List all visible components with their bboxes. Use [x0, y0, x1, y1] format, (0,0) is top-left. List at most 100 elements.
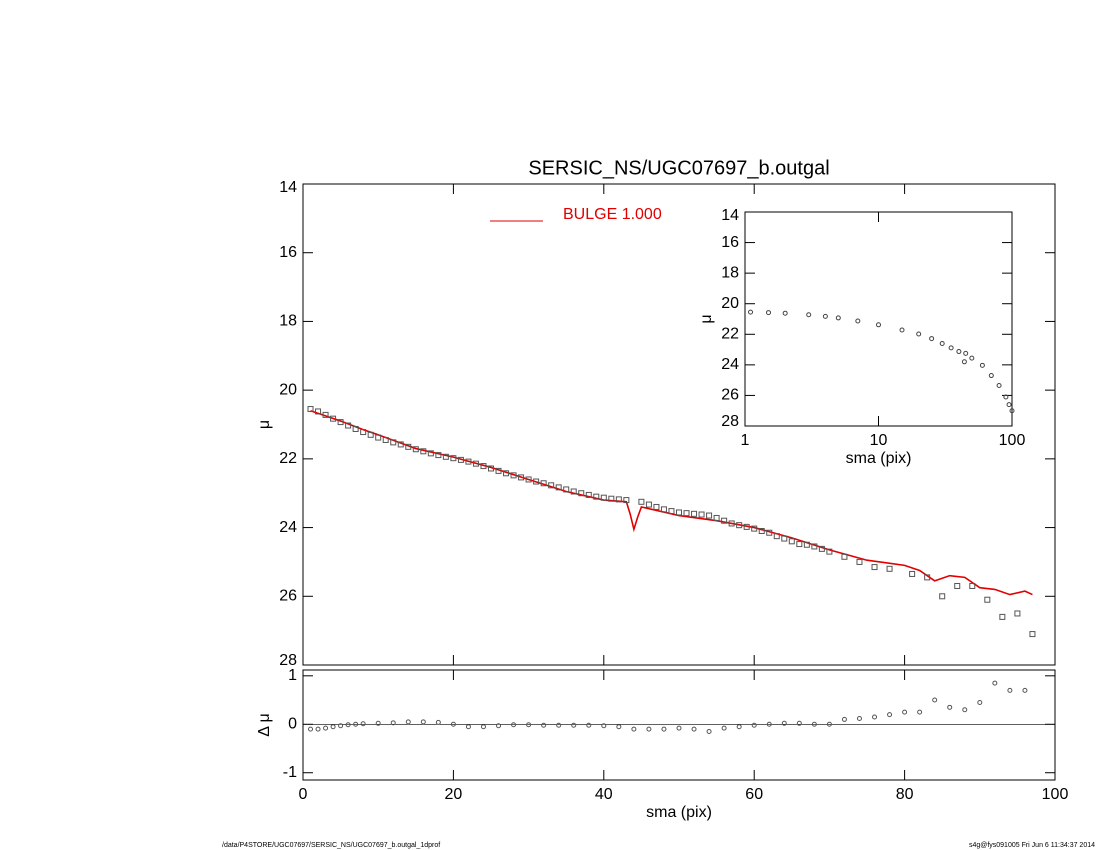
data-point [496, 723, 502, 729]
data-point [480, 724, 486, 730]
y-tick-label: 20 [721, 295, 739, 312]
data-point [887, 712, 893, 718]
data-point [382, 436, 389, 443]
data-point [645, 501, 652, 508]
x-tick-label: 80 [896, 786, 914, 803]
data-point [450, 455, 457, 462]
data-point [706, 729, 712, 735]
data-point [841, 553, 848, 560]
data-point [353, 721, 359, 727]
data-point [766, 529, 773, 536]
data-point [412, 446, 419, 453]
y-tick-label: 24 [721, 356, 739, 373]
data-point [758, 528, 765, 535]
y-tick-label: 28 [279, 652, 297, 669]
data-point [939, 593, 946, 600]
data-point [308, 726, 314, 732]
data-point [835, 315, 841, 321]
data-point [962, 707, 968, 713]
data-point [420, 719, 426, 725]
data-point [323, 725, 329, 731]
data-point [963, 350, 969, 356]
data-point [806, 312, 812, 318]
data-point [886, 565, 893, 572]
y-tick-label: 16 [279, 244, 297, 261]
y-axis-label: μ [256, 420, 273, 429]
data-point [1009, 408, 1015, 414]
data-point [736, 724, 742, 730]
data-point [442, 453, 449, 460]
data-point [578, 490, 585, 497]
data-point [586, 722, 592, 728]
data-point [315, 726, 321, 732]
data-point [608, 495, 615, 502]
data-point [782, 310, 788, 316]
data-point [427, 450, 434, 457]
data-point [781, 720, 787, 726]
data-point [781, 535, 788, 542]
data-point [518, 474, 525, 481]
data-point [465, 458, 472, 465]
data-point [465, 724, 471, 730]
data-point [631, 726, 637, 732]
y-axis-label: μ [698, 314, 715, 323]
data-point [872, 714, 878, 720]
model-line [310, 410, 1033, 596]
data-point [1003, 394, 1009, 400]
data-point [616, 724, 622, 730]
data-point [736, 522, 743, 529]
data-point [796, 541, 803, 548]
data-point [743, 523, 750, 530]
data-point [803, 541, 810, 548]
data-point [472, 460, 479, 467]
data-point [653, 503, 660, 510]
y-tick-label: 26 [279, 588, 297, 605]
data-point [979, 362, 985, 368]
data-point [954, 582, 961, 589]
data-point [984, 596, 991, 603]
data-point [345, 422, 352, 429]
data-point [510, 472, 517, 479]
data-point [721, 517, 728, 524]
data-point [977, 699, 983, 705]
data-point [932, 697, 938, 703]
data-point [571, 722, 577, 728]
data-point [322, 411, 329, 418]
data-point [841, 716, 847, 722]
data-point [563, 486, 570, 493]
data-point [988, 373, 994, 379]
data-point [1022, 687, 1028, 693]
data-point [338, 723, 344, 729]
y-tick-label: 20 [279, 381, 297, 398]
data-point [525, 476, 532, 483]
data-point [766, 721, 772, 727]
data-point [390, 720, 396, 726]
data-point [856, 715, 862, 721]
data-point [691, 510, 698, 517]
data-point [1014, 610, 1021, 617]
data-point [615, 496, 622, 503]
y-tick-label: 18 [279, 313, 297, 330]
data-point [397, 441, 404, 448]
data-point [435, 452, 442, 459]
data-point [405, 719, 411, 725]
data-point [488, 465, 494, 472]
data-point [706, 512, 713, 519]
y-tick-label: 14 [279, 179, 297, 196]
data-point [676, 509, 682, 516]
data-point [999, 613, 1006, 620]
data-point [916, 331, 922, 337]
data-point [360, 429, 367, 436]
chart-title: SERSIC_NS/UGC07697_b.outgal [528, 157, 829, 179]
data-point [375, 434, 382, 441]
y-tick-label: 26 [721, 387, 739, 404]
data-point [876, 322, 881, 328]
data-point [405, 443, 412, 450]
data-point [330, 415, 337, 422]
data-point [307, 406, 314, 413]
data-point [713, 514, 720, 521]
data-point [540, 480, 547, 487]
data-point [495, 467, 502, 474]
data-point [503, 470, 510, 477]
